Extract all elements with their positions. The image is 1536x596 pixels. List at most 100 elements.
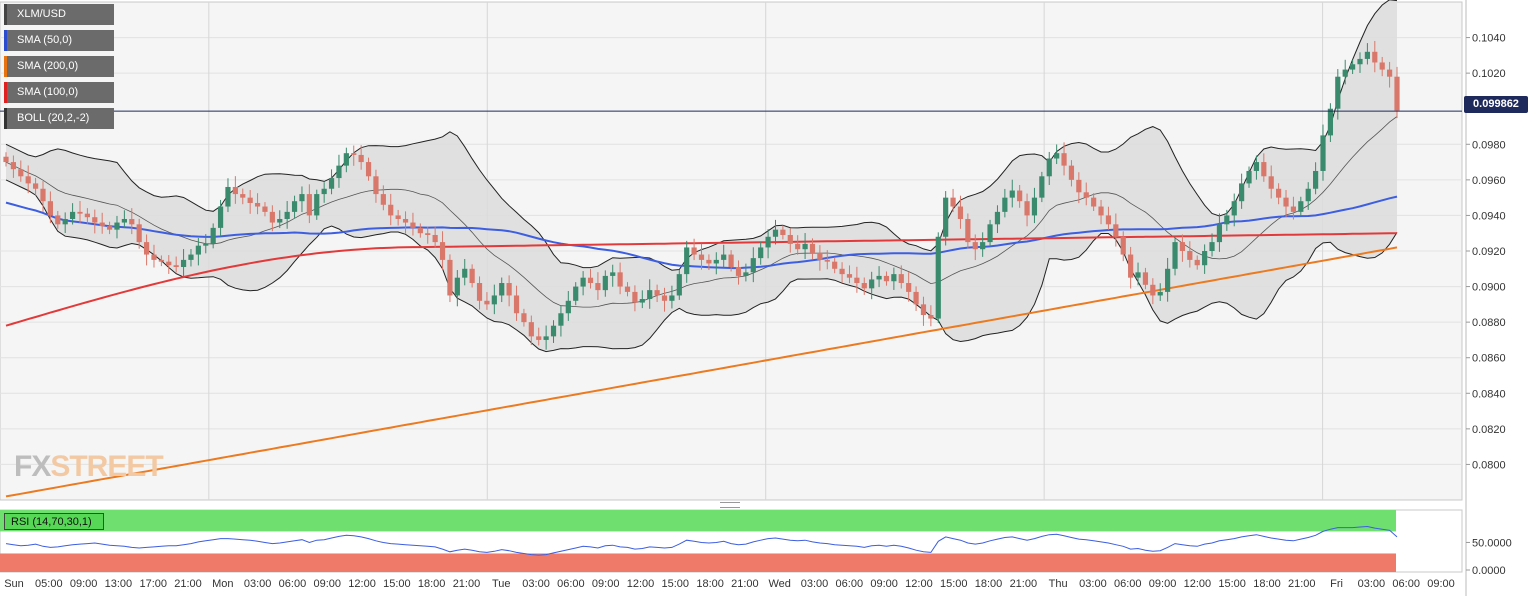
x-tick-label: Wed [768, 578, 790, 590]
candle-body [277, 218, 283, 223]
candle-body [380, 194, 386, 205]
candle-body [891, 274, 897, 282]
candle-body [1372, 51, 1378, 63]
candle-body [240, 194, 246, 198]
candle-body [158, 259, 164, 262]
candle-body [1320, 135, 1326, 171]
candle-body [1253, 162, 1260, 171]
y-tick-label: 0.0840 [1472, 388, 1506, 400]
candle-body [3, 156, 9, 163]
candle-body [306, 194, 312, 216]
candle-body [1061, 153, 1067, 166]
x-tick-label: 12:00 [1184, 578, 1212, 590]
candle-body [521, 313, 527, 323]
x-tick-label: 03:00 [1358, 578, 1386, 590]
candle-body [1216, 224, 1223, 243]
x-tick-label: Tue [492, 578, 511, 590]
candle-body [491, 295, 497, 305]
legend-sma50[interactable]: SMA (50,0) [4, 30, 114, 51]
candle-body [1394, 76, 1400, 111]
candle-body [299, 194, 305, 202]
candle-body [106, 226, 113, 230]
candle-body [994, 211, 1001, 225]
candle-body [225, 186, 231, 207]
candle-body [388, 204, 394, 216]
y-tick-label: 0.1020 [1472, 68, 1506, 80]
candle-body [114, 222, 120, 230]
x-tick-label: Sun [4, 578, 24, 590]
x-tick-label: 21:00 [1010, 578, 1038, 590]
y-tick-label: 0.0940 [1472, 210, 1506, 222]
x-tick-label: 03:00 [244, 578, 272, 590]
candle-body [1135, 272, 1141, 278]
candle-body [573, 286, 579, 301]
candle-body [809, 243, 816, 253]
legend-boll[interactable]: BOLL (20,2,-2) [4, 108, 114, 129]
candle-body [587, 277, 594, 284]
candle-body [462, 268, 468, 278]
candle-body [610, 272, 616, 276]
y-tick-label: 0.0800 [1472, 459, 1506, 471]
candle-body [343, 153, 349, 166]
chart-legend: XLM/USD SMA (50,0) SMA (200,0) SMA (100,… [4, 4, 114, 134]
candle-body [203, 243, 209, 246]
candle-body [987, 224, 993, 243]
candle-body [69, 211, 76, 219]
logo-part-street: STREET [50, 450, 163, 483]
candle-body [1024, 201, 1030, 216]
candle-body [565, 300, 571, 314]
candle-body [351, 153, 357, 155]
x-tick-label: 06:00 [1392, 578, 1420, 590]
candle-body [166, 261, 172, 266]
x-tick-label: 06:00 [557, 578, 585, 590]
candle-body [454, 277, 460, 296]
candle-body [980, 242, 986, 250]
candle-body [654, 290, 660, 296]
x-tick-label: 18:00 [975, 578, 1003, 590]
candle-body [284, 211, 290, 219]
candle-body [1157, 291, 1163, 296]
rsi-y-tick-label: 50.0000 [1472, 537, 1512, 549]
legend-sma100[interactable]: SMA (100,0) [4, 82, 114, 103]
candle-body [758, 247, 764, 259]
candle-body [750, 258, 756, 273]
candle-body [950, 197, 956, 207]
candle-body [1120, 236, 1126, 255]
candle-body [772, 229, 779, 237]
candle-body [1202, 251, 1208, 266]
y-tick-label: 0.0900 [1472, 282, 1506, 294]
candle-body [558, 313, 564, 326]
candle-body [861, 283, 867, 289]
rsi-legend[interactable]: RSI (14,70,30,1) [4, 513, 104, 530]
candle-body [883, 275, 890, 282]
legend-sma200[interactable]: SMA (200,0) [4, 56, 114, 77]
candle-body [1379, 62, 1385, 70]
candle-body [1246, 170, 1252, 184]
candle-body [906, 283, 912, 292]
candle-body [1276, 188, 1282, 198]
candle-body [247, 197, 253, 203]
candle-body [602, 275, 608, 291]
rsi-overbought-zone [0, 510, 1396, 532]
candle-body [876, 275, 882, 280]
x-tick-label: 15:00 [940, 578, 968, 590]
candle-body [1342, 69, 1348, 77]
candle-body [180, 259, 187, 268]
pane-splitter-handle[interactable] [720, 502, 740, 508]
candle-body [395, 215, 401, 219]
x-tick-label: 15:00 [662, 578, 690, 590]
candle-body [1076, 179, 1082, 193]
candle-body [691, 247, 697, 255]
y-tick-label: 0.0920 [1472, 246, 1506, 258]
candle-body [1068, 165, 1075, 180]
candle-body [99, 222, 105, 227]
candle-body [121, 218, 127, 223]
candle-body [854, 277, 860, 284]
candle-body [928, 315, 934, 319]
legend-symbol[interactable]: XLM/USD [4, 4, 114, 25]
candle-body [92, 217, 98, 223]
x-tick-label: 12:00 [905, 578, 933, 590]
x-tick-label: 09:00 [870, 578, 898, 590]
candle-body [417, 227, 423, 234]
